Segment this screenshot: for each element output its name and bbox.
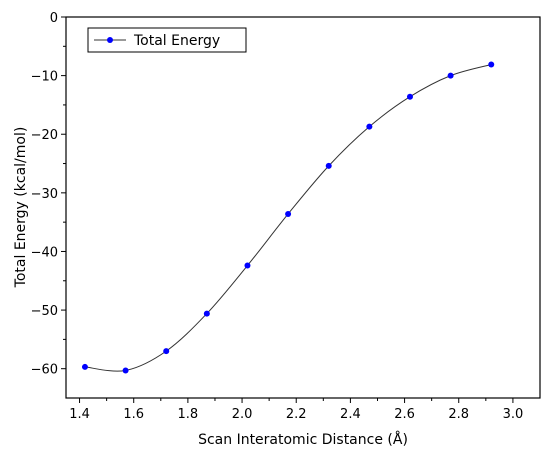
y-tick-label: −30 [31, 187, 58, 202]
y-tick-label: −40 [31, 245, 58, 260]
y-tick-label: −60 [31, 363, 58, 378]
series-layer [81, 61, 495, 374]
x-tick-label: 3.0 [503, 407, 524, 422]
data-point [447, 72, 454, 79]
data-point [122, 367, 129, 374]
x-axis-ticks: 1.4 1.6 1.8 2.0 2.2 2.4 2.6 2.8 3.0 [69, 398, 523, 422]
data-point [81, 363, 88, 370]
x-tick-label: 2.2 [286, 407, 307, 422]
data-point [325, 162, 332, 169]
data-point [285, 210, 292, 217]
y-tick-label: −20 [31, 128, 58, 143]
series-line [84, 63, 492, 372]
y-axis-ticks: 0 −10 −20 −30 −40 −50 −60 [31, 11, 66, 378]
x-tick-label: 1.4 [69, 407, 90, 422]
x-tick-label: 2.4 [340, 407, 361, 422]
x-tick-label: 2.8 [448, 407, 469, 422]
x-tick-label: 1.6 [123, 407, 144, 422]
legend-marker [107, 37, 113, 43]
y-tick-label: 0 [50, 11, 58, 26]
x-axis-label: Scan Interatomic Distance (Å) [198, 431, 408, 448]
x-tick-label: 2.6 [394, 407, 415, 422]
data-point [203, 310, 210, 317]
x-tick-label: 2.0 [232, 407, 253, 422]
plot-frame [65, 16, 541, 399]
data-point [406, 93, 413, 100]
data-point [163, 348, 170, 355]
x-tick-label: 1.8 [178, 407, 199, 422]
legend-label: Total Energy [133, 33, 220, 49]
data-point [366, 123, 373, 130]
y-axis-label: Total Energy (kcal/mol) [13, 127, 29, 289]
data-point [244, 262, 251, 269]
legend: Total Energy [87, 27, 247, 53]
y-tick-label: −50 [31, 304, 58, 319]
data-point [488, 61, 495, 68]
y-tick-label: −10 [31, 70, 58, 85]
